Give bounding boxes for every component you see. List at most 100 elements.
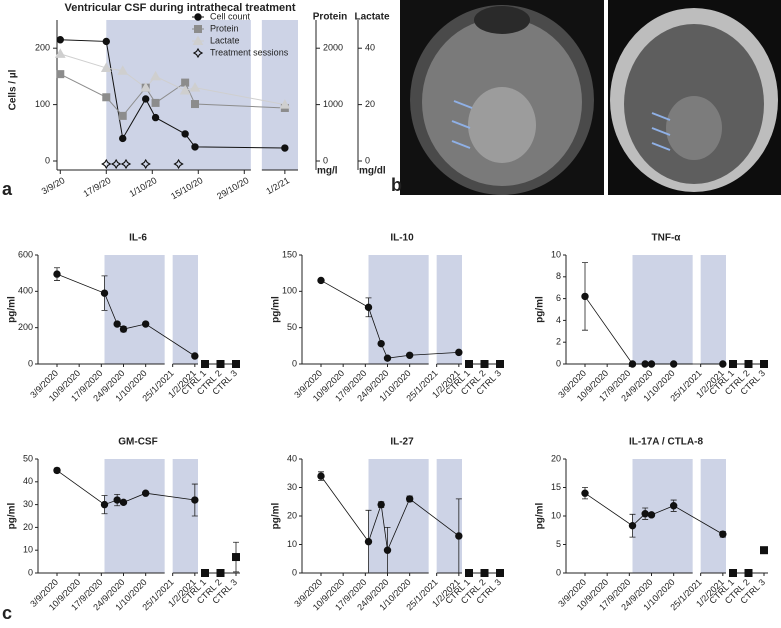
x-tick-label: 1/10/20 [127,175,158,199]
arrow [651,112,671,121]
y-axis-title: pg/ml [7,296,18,323]
marker [317,276,325,285]
marker [480,360,489,368]
marker [669,502,678,510]
marker [641,360,649,368]
marker [102,37,110,46]
series-line [320,280,459,359]
y-tick-label: 100 [35,99,50,109]
marker [100,500,109,509]
marker [405,351,414,359]
y-tick-label: 6 [556,293,561,303]
marker [140,82,152,92]
axis-title: Protein [313,12,347,23]
marker [142,95,150,103]
marker [113,496,121,504]
y-tick-label: 5 [556,539,561,549]
marker [189,82,201,92]
marker [119,325,128,333]
marker [102,93,111,102]
legend-label: Treatment sessions [210,47,289,57]
legend-label: Cell count [210,11,251,21]
shaded-period [632,459,693,573]
y-axis-title: pg/ml [271,502,282,529]
y-tick-label: 40 [23,476,33,486]
shaded-period [172,255,198,364]
marker [760,360,768,368]
series-line [320,475,460,552]
y-tick-label: 50 [23,453,33,463]
y-tick-label: 0 [28,567,33,577]
axis-title: Lactate [354,12,389,23]
legend-label: Protein [210,23,239,33]
marker [141,320,150,328]
y-tick-label: 20 [23,522,33,532]
arrow [651,142,671,151]
marker [465,569,473,577]
marker [53,270,61,278]
y-tick-label: 200 [35,43,50,53]
marker [744,569,753,577]
marker [53,466,61,475]
y-axis-title: Cells / µl [8,69,19,110]
x-tick-label: 17/9/20 [81,175,112,199]
y-tick-label: 15 [551,482,561,492]
marker [719,360,727,368]
y-tick-label: 0 [556,358,561,368]
marker [317,472,325,480]
y-tick-label: 0 [365,155,370,165]
arrow [651,127,671,136]
y-tick-label: 10 [287,539,297,549]
marker [119,498,128,507]
y-tick-label: 30 [287,482,297,492]
marker [140,158,151,170]
y-tick-label: 30 [23,499,33,509]
legend-marker [194,25,202,33]
y-tick-label: 0 [292,358,297,368]
marker [201,569,209,577]
marker [669,360,678,368]
y-tick-label: 400 [18,286,33,296]
marker [119,134,127,143]
marker [179,84,191,95]
shaded-period [436,255,462,364]
marker [113,320,121,328]
marker [465,360,473,368]
marker [279,99,291,109]
marker [744,360,753,368]
y-tick-label: 40 [365,43,375,53]
marker [191,496,199,504]
x-tick-label: 3/9/20 [40,175,67,196]
mri-brainstem [666,96,722,160]
marker [383,354,392,362]
marker [377,500,385,509]
shaded-period [700,459,726,573]
shaded-period [368,255,429,364]
marker [216,569,225,577]
marker [173,158,184,170]
marker [383,546,392,554]
marker [496,569,504,577]
y-tick-label: 10 [551,510,561,520]
axis-unit: mg/l [317,166,338,177]
marker [581,292,589,301]
y-axis-title: pg/ml [535,296,546,323]
panel-label: a [2,179,13,199]
marker [118,111,127,120]
marker [719,530,727,538]
panel-label: b [391,175,402,195]
marker [628,521,637,530]
marker [100,62,112,72]
marker [729,360,737,368]
legend-label: Lactate [210,35,240,45]
mri-brainstem [468,87,536,163]
legend-marker [192,47,204,59]
marker [641,510,649,518]
marker [191,143,199,151]
x-tick-label: 29/10/20 [215,175,250,201]
marker [364,537,373,546]
axis-unit: mg/dl [359,166,386,177]
chart-title: IL-27 [390,437,414,448]
marker [191,100,199,109]
marker [151,113,160,122]
